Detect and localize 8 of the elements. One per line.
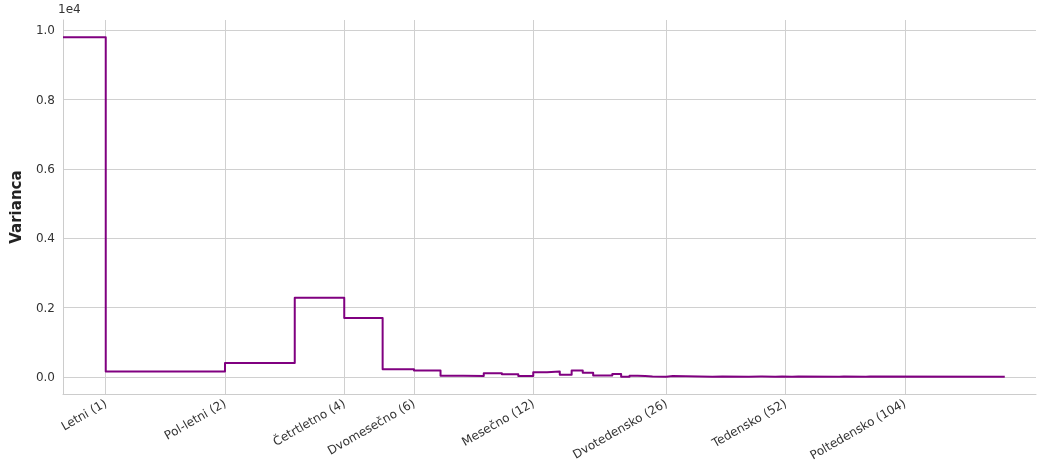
y-tick-label: 0.2 xyxy=(35,300,55,315)
y-tick-label: 0.4 xyxy=(35,231,55,246)
y-tick-label: 0.0 xyxy=(35,369,55,384)
y-tick-label: 0.6 xyxy=(35,161,55,176)
y-tick-label: 1.0 xyxy=(35,23,55,38)
y-axis-title: Varianca xyxy=(6,170,25,244)
y-tick-label: 0.8 xyxy=(35,92,55,107)
text: 1e4 xyxy=(58,2,81,16)
